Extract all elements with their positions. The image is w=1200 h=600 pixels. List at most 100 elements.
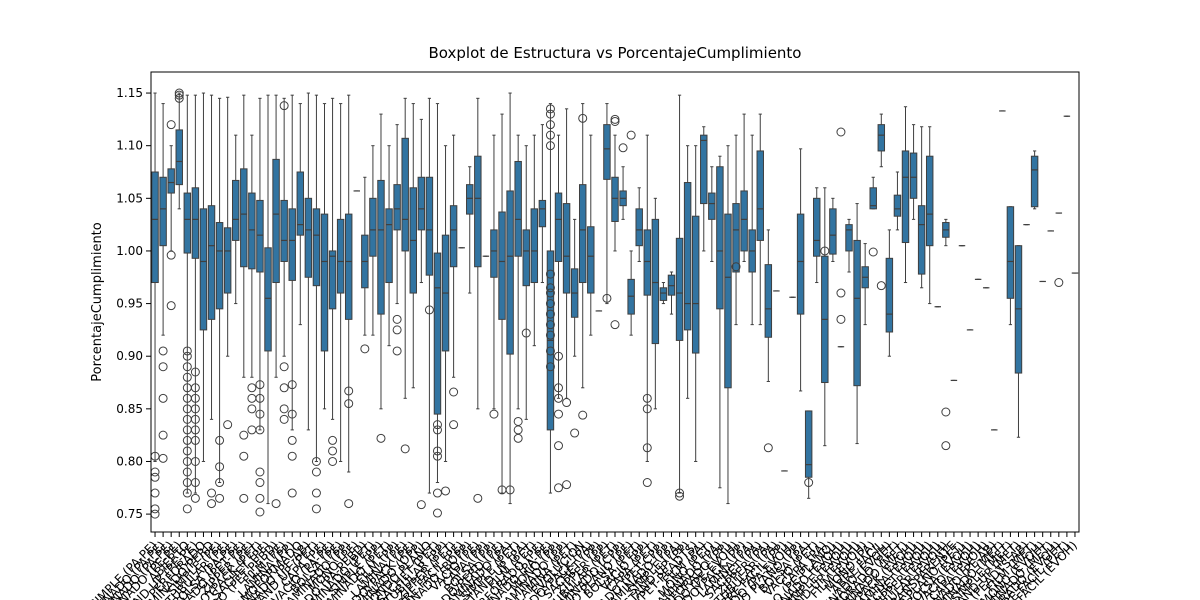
outlier [182,372,192,382]
box [909,152,918,199]
outlier [190,435,200,445]
box [264,247,272,352]
outlier [554,393,564,403]
outlier [279,404,289,414]
outlier [215,493,225,503]
outlier [182,346,192,356]
box [716,166,724,310]
outlier [215,462,225,472]
outlier [150,509,160,519]
outlier [239,451,249,461]
box [651,218,660,345]
box [393,184,401,231]
box [466,184,474,215]
y-tick-label: 0.80 [116,454,143,468]
box [328,250,337,310]
box [344,213,353,320]
outlier [255,478,265,488]
outlier [820,246,830,256]
outlier [392,346,402,356]
box [272,158,280,284]
outlier [554,383,564,393]
outlier [207,499,217,509]
outlier [255,493,265,503]
outlier [247,383,257,393]
outlier [610,114,620,124]
outlier [174,90,184,100]
outlier [545,141,555,151]
y-tick-label: 1.05 [116,191,143,205]
box [474,155,482,268]
outlier [287,380,297,390]
box [151,171,159,284]
outlier [287,451,297,461]
outlier [166,250,176,260]
outlier [432,420,442,430]
outlier [190,383,200,393]
box [635,208,643,247]
outlier [166,120,176,130]
box [288,208,296,281]
outlier [279,383,289,393]
outlier [311,456,321,466]
box [700,134,708,205]
outlier [513,425,523,435]
outlier [190,493,200,503]
outlier [545,320,555,330]
outlier [545,283,555,293]
outlier [344,399,354,409]
outlier [432,508,442,518]
box [804,410,813,478]
outlier [255,425,265,435]
outlier [675,488,685,498]
box [691,215,700,354]
outlier [424,305,434,315]
outlier [441,486,451,496]
box [159,176,167,247]
box [369,197,377,257]
box [740,190,748,252]
outlier [545,299,555,309]
box [530,208,539,284]
outlier [392,314,402,324]
box [1006,206,1015,299]
outlier [150,472,160,482]
outlier [836,127,846,137]
outlier [174,88,184,98]
box [296,171,305,236]
box [425,176,434,276]
box [240,168,248,268]
box [732,203,740,273]
outlier [545,120,555,130]
outlier [287,409,297,419]
outlier [158,346,168,356]
outlier [642,404,652,414]
outlier [247,393,257,403]
outlier [376,433,386,443]
outlier [449,387,459,397]
outlier [731,262,741,272]
outlier [158,430,168,440]
box [611,176,619,222]
outlier [182,504,192,514]
box [385,208,393,284]
outlier [449,420,459,430]
box [449,205,458,268]
box [917,205,926,275]
outlier [868,247,878,257]
outlier [545,362,555,372]
outlier [158,393,168,403]
outlier [271,499,281,509]
box [764,264,773,338]
outlier [287,435,297,445]
outlier [545,104,555,114]
box [377,179,385,315]
outlier [602,293,612,303]
outlier [239,430,249,440]
outlier [158,362,168,372]
outlier [876,281,886,291]
outlier [554,409,564,419]
box [312,208,321,287]
box [498,211,506,320]
box [175,129,183,186]
